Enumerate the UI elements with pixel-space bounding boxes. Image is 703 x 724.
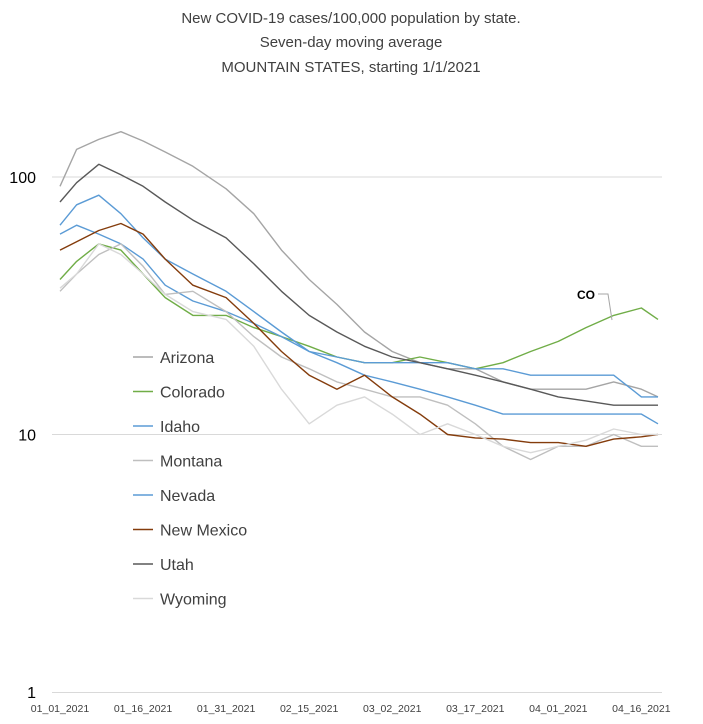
y-tick-label-100: 100 [9,170,36,187]
series-line-idaho [59,224,658,398]
chart-title: New COVID-19 cases/100,000 population by… [181,10,520,76]
chart-subtitle-line-2: Seven-day moving average [260,34,443,51]
legend-label-colorado: Colorado [160,385,225,402]
series-line-wyoming [59,243,658,454]
series-line-new-mexico [59,222,659,447]
y-tick-label-1: 1 [27,685,36,702]
series-line-montana [59,243,658,461]
legend-label-nevada: Nevada [160,488,215,505]
series-line-utah [59,163,658,406]
chart-subtitle-line-3: MOUNTAIN STATES, starting 1/1/2021 [221,59,480,76]
y-axis-ticks: 100 10 1 [9,170,36,702]
series-line-nevada [59,194,659,425]
co-annotation: CO [577,288,613,321]
legend: Arizona Colorado Idaho Montana Nevada New Mex… [133,350,247,609]
x-tick-label: 01_01_2021 [31,703,90,715]
legend-label-arizona: Arizona [160,350,214,367]
legend-label-utah: Utah [160,557,194,574]
y-tick-label-10: 10 [18,428,36,445]
series-line-arizona [59,130,659,398]
legend-label-idaho: Idaho [160,419,200,436]
legend-label-new-mexico: New Mexico [160,523,247,540]
gridlines [52,176,662,693]
x-tick-label: 02_15_2021 [280,703,339,715]
x-axis-ticks: 01_01_2021 01_16_2021 01_31_2021 02_15_2021… [31,703,671,715]
x-tick-label: 01_31_2021 [197,703,256,715]
series-line-colorado [59,243,659,370]
annotation-leader-line [598,293,613,321]
chart-title-line-1: New COVID-19 cases/100,000 population by… [181,10,520,27]
legend-label-montana: Montana [160,454,222,471]
annotation-label: CO [577,288,595,302]
x-tick-label: 04_16_2021 [612,703,671,715]
x-tick-label: 03_02_2021 [363,703,422,715]
x-tick-label: 03_17_2021 [446,703,505,715]
x-tick-label: 01_16_2021 [114,703,173,715]
legend-label-wyoming: Wyoming [160,592,227,609]
series-lines [59,130,659,461]
x-tick-label: 04_01_2021 [529,703,588,715]
